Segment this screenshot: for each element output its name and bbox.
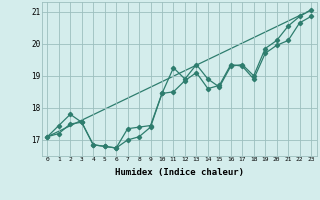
X-axis label: Humidex (Indice chaleur): Humidex (Indice chaleur): [115, 168, 244, 177]
